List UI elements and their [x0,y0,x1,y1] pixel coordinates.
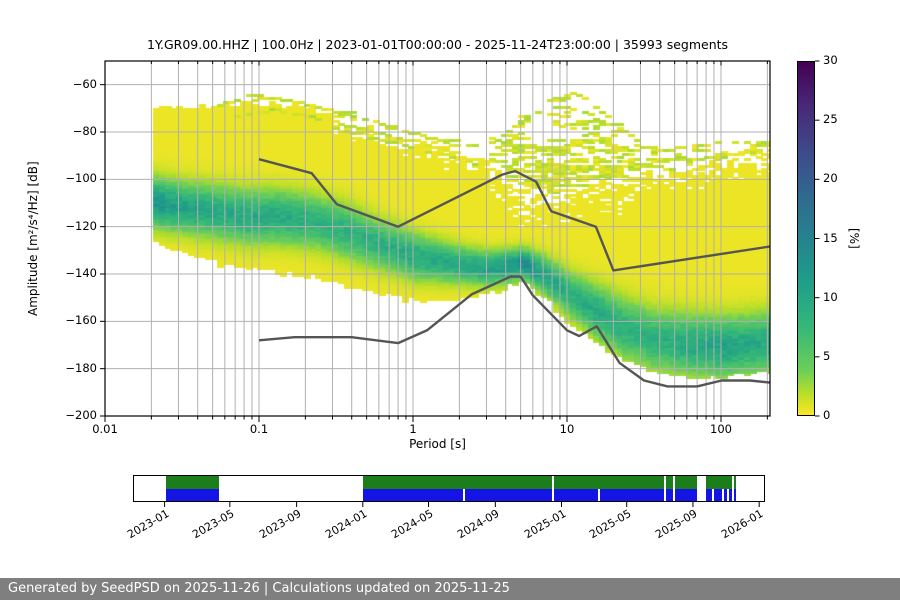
colorbar-tick-label: 30 [823,53,838,67]
x-axis-label: Period [s] [409,437,466,451]
timeline-date-label: 2025-01 [521,507,568,542]
timeline-date-labels: 2023-01 2023-05 2023-09 2024-01 2024-05 2024-… [125,507,766,547]
timeline-date-label: 2023-05 [190,507,237,542]
y-tick-label: −60 [72,76,97,91]
coverage-gap-blue [721,488,724,501]
footer-text: Generated by SeedPSD on 2025-11-26 | Cal… [8,581,510,596]
coverage-gap [551,476,554,501]
x-tick-label: 1 [409,422,417,436]
coverage-gap-blue [727,488,730,501]
timeline-date-label: 2023-09 [256,507,304,542]
y-tick-label: −160 [65,313,97,328]
x-tick-label: 10 [559,422,575,436]
coverage-segment-blue [362,488,737,501]
timeline-date-label: 2024-05 [388,507,436,542]
colorbar-tick-label: 0 [823,408,831,422]
coverage-gap [672,476,675,501]
coverage-gap [697,476,707,501]
timeline-date-label: 2023-01 [124,507,172,542]
timeline-date-label: 2025-05 [586,507,634,542]
footer-bar: Generated by SeedPSD on 2025-11-26 | Cal… [0,578,900,600]
plot-title: 1Y.GR09.00.HHZ | 100.0Hz | 2023-01-01T00… [146,37,729,52]
colorbar-tick-label: 5 [823,348,831,363]
y-tick-label: −100 [65,171,97,186]
colorbar-tick-label: 15 [823,230,838,245]
x-tick-label: 0.01 [92,422,118,436]
colorbar-unit-label: [%] [847,228,861,249]
colorbar-tick-label: 25 [823,112,838,127]
y-tick-label: −180 [65,360,97,375]
timeline-date-label: 2026-01 [719,507,766,542]
y-tick-label: −200 [65,408,97,422]
colorbar-tick-label: 10 [823,289,838,304]
timeline-date-label: 2024-09 [455,507,502,542]
coverage-segment-blue [165,488,219,501]
y-tick-label: −80 [72,124,97,138]
coverage-gap-blue [462,488,465,501]
coverage-timeline [133,475,765,502]
coverage-segments [134,476,764,501]
coverage-gap-blue [711,488,714,501]
colorbar-tick-label: 20 [823,171,838,186]
coverage-segment-green [165,476,219,489]
coverage-gap-blue [597,488,600,501]
ppsd-heatmap-canvas [105,61,770,416]
y-tick-label: −120 [65,218,97,233]
colorbar-gradient [797,61,815,416]
timeline-date-label: 2024-01 [322,507,370,542]
x-tick-label: 0.1 [249,422,269,436]
x-tick-label: 100 [710,422,732,436]
coverage-segment-green [362,476,737,489]
y-tick-label: −140 [65,266,97,280]
coverage-gap [663,476,667,501]
timeline-date-label: 2025-09 [653,507,700,542]
coverage-gap [731,476,734,501]
